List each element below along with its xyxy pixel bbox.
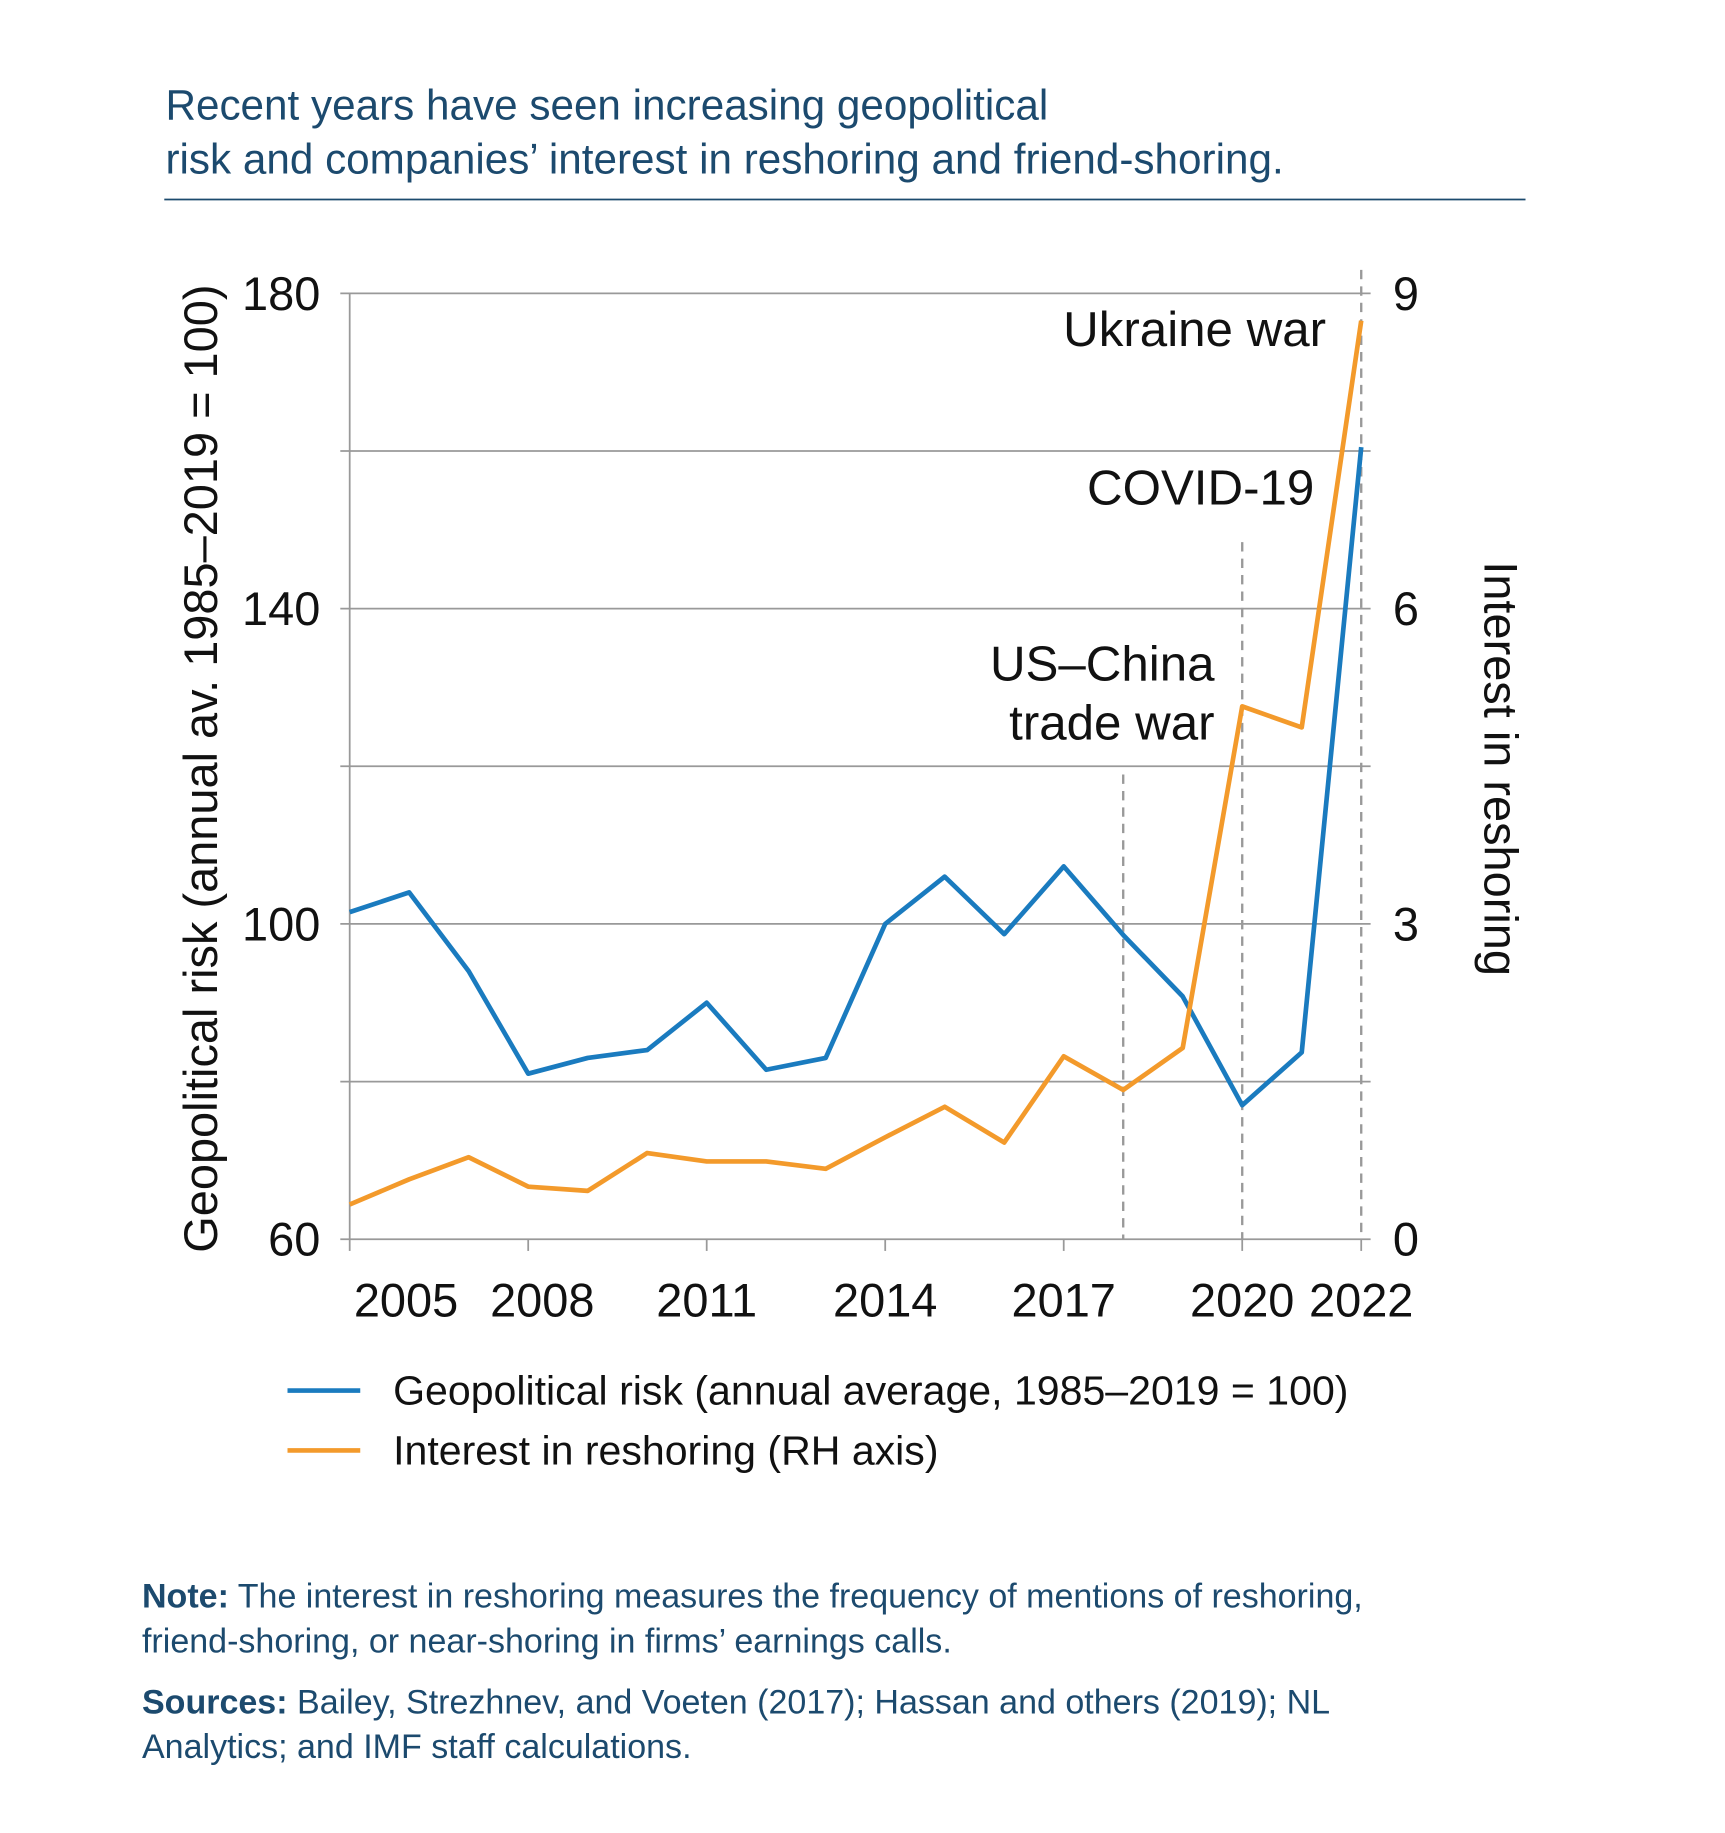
legend-label: Geopolitical risk (annual average, 1985–… xyxy=(393,1368,1348,1414)
annotation: Ukraine war xyxy=(1063,302,1326,357)
y2-tick-label: 0 xyxy=(1393,1214,1419,1266)
y-axis-label: Geopolitical risk (annual av. 1985–2019 … xyxy=(175,285,227,1253)
series-line xyxy=(348,446,1364,1108)
chart-title: Recent years have seen increasing geopol… xyxy=(165,82,1048,129)
x-tick-label: 2005 xyxy=(354,1275,458,1327)
x-tick-label: 2022 xyxy=(1309,1275,1413,1327)
series-line xyxy=(348,320,1364,1207)
note-label: Note: xyxy=(142,1578,229,1616)
y-tick-label: 180 xyxy=(242,268,320,320)
annotation: US–China xyxy=(990,637,1215,692)
y-tick-label: 140 xyxy=(242,583,320,635)
sources: Analytics; and IMF staff calculations. xyxy=(142,1728,692,1766)
x-tick-label: 2008 xyxy=(490,1275,594,1327)
x-tick-label: 2020 xyxy=(1190,1275,1294,1327)
note: Note: The interest in reshoring measures… xyxy=(142,1578,1363,1616)
chart-title: risk and companies’ interest in reshorin… xyxy=(165,136,1283,183)
y2-tick-label: 6 xyxy=(1393,583,1419,635)
annotation: trade war xyxy=(1009,695,1214,750)
x-tick-label: 2017 xyxy=(1012,1275,1116,1327)
y2-tick-label: 3 xyxy=(1393,898,1419,950)
note-text: The interest in reshoring measures the f… xyxy=(229,1578,1363,1616)
note: friend-shoring, or near-shoring in firms… xyxy=(142,1622,952,1660)
x-tick-label: 2011 xyxy=(656,1275,757,1327)
legend-label: Interest in reshoring (RH axis) xyxy=(393,1428,938,1474)
y2-axis-label: Interest in reshoring xyxy=(1474,561,1526,976)
x-tick-label: 2014 xyxy=(833,1275,937,1327)
y-tick-label: 100 xyxy=(242,898,320,950)
y2-tick-label: 9 xyxy=(1393,268,1419,320)
sources: Sources: Bailey, Strezhnev, and Voeten (… xyxy=(142,1683,1330,1721)
sources-text: Bailey, Strezhnev, and Voeten (2017); Ha… xyxy=(288,1683,1331,1721)
y-tick-label: 60 xyxy=(268,1214,320,1266)
sources-label: Sources: xyxy=(142,1683,288,1721)
annotation: COVID-19 xyxy=(1087,461,1314,516)
